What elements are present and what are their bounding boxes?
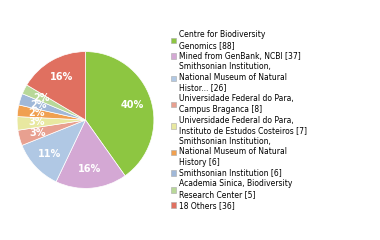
Text: 11%: 11%: [38, 149, 61, 159]
Wedge shape: [18, 120, 86, 145]
Legend: Centre for Biodiversity
Genomics [88], Mined from GenBank, NCBI [37], Smithsonia: Centre for Biodiversity Genomics [88], M…: [171, 30, 307, 210]
Text: 16%: 16%: [49, 72, 73, 82]
Text: 40%: 40%: [121, 100, 144, 110]
Text: 3%: 3%: [28, 117, 44, 127]
Text: 16%: 16%: [78, 164, 101, 174]
Wedge shape: [22, 120, 86, 182]
Wedge shape: [22, 85, 86, 120]
Wedge shape: [56, 120, 125, 188]
Text: 2%: 2%: [30, 100, 47, 110]
Wedge shape: [17, 117, 85, 130]
Text: 2%: 2%: [28, 108, 45, 118]
Wedge shape: [27, 52, 86, 120]
Text: 3%: 3%: [30, 128, 46, 138]
Wedge shape: [19, 94, 86, 120]
Wedge shape: [17, 105, 85, 120]
Text: 2%: 2%: [33, 93, 50, 103]
Wedge shape: [86, 52, 154, 176]
